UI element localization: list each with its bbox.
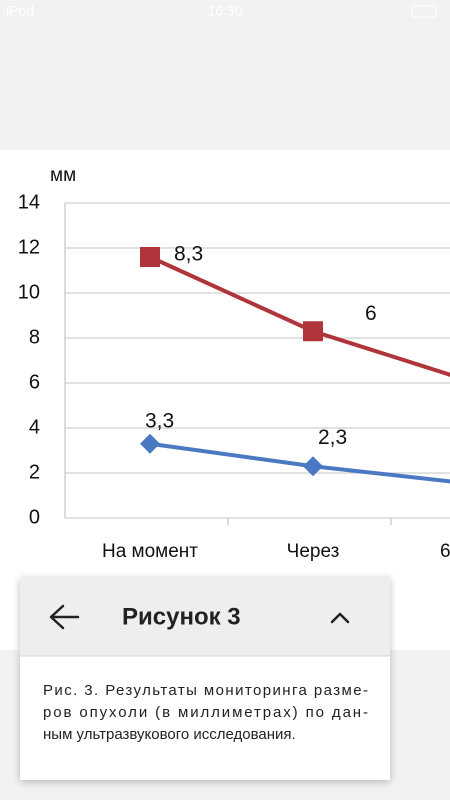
marker [303,456,323,477]
header-area [0,0,450,150]
x-tick-label: Через [287,541,340,562]
y-tick-label: 10 [18,281,40,303]
value-label: 2,3 [318,426,347,449]
back-arrow[interactable] [49,604,80,630]
marker [303,321,323,342]
caption-line: ров опухоли (в миллиметрах) по дан- [43,704,368,721]
value-label: 8,3 [174,243,203,266]
panel-title: Рисунок 3 [122,603,241,630]
x-tick-label: На момент [102,541,198,562]
y-tick-label: 12 [18,236,40,258]
y-tick-label: 0 [29,506,40,528]
y-tick-label: 8 [29,326,40,348]
y-tick-label: 2 [29,461,40,483]
y-axis-label: мм [50,165,76,186]
y-tick-label: 4 [29,416,40,438]
back-button[interactable] [49,604,80,630]
chart-area [0,150,450,650]
carrier: iPod [6,3,34,19]
y-tick-label: 6 [29,371,40,393]
marker [140,433,160,454]
battery [411,5,437,18]
caption-line: Рис. 3. Результаты мониторинга разме- [43,682,368,699]
marker [140,247,160,267]
x-tick-label: 6 [440,541,450,562]
collapse-button[interactable] [330,612,350,624]
caption-line: ным ультразвукового исследования. [43,726,296,743]
clock: 16:30 [207,3,242,19]
y-tick-label: 14 [18,191,40,213]
panel-header [20,577,390,656]
value-label: 6 [365,302,377,325]
chart: мм 0 2 4 6 8 10 12 14 На момент Через 6 3,3 2,3 8,3 6 [18,165,450,562]
value-label: 3,3 [145,409,174,432]
